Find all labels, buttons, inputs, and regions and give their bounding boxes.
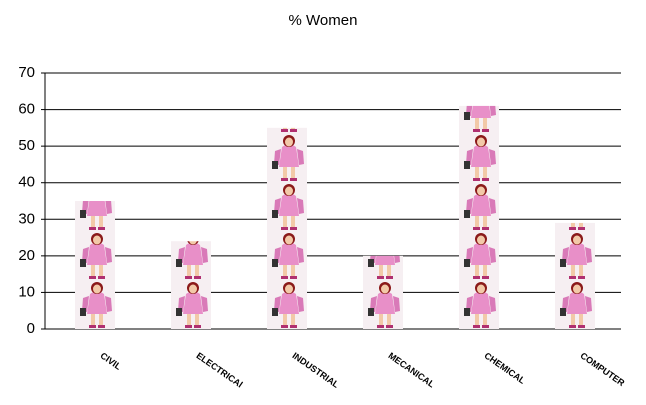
bar: [71, 201, 115, 329]
y-tick-label: 60: [18, 101, 35, 118]
y-tick-label: 0: [27, 320, 35, 337]
bar: [551, 222, 595, 329]
bar: [263, 127, 307, 329]
x-tick-label: INDUSTRIAL: [290, 350, 341, 390]
y-tick-label: 70: [18, 64, 35, 81]
x-tick-label: MECANICAL: [386, 350, 436, 389]
chart-title: % Women: [289, 12, 358, 29]
bar: [359, 255, 403, 329]
x-tick-label: CIVIL: [98, 350, 123, 372]
bar: [167, 241, 211, 329]
y-tick-label: 30: [18, 210, 35, 227]
x-tick-label: COMPUTER: [578, 350, 626, 388]
y-tick-label: 20: [18, 247, 35, 264]
x-tick-label: CHEMICAL: [482, 350, 527, 386]
y-tick-label: 50: [18, 137, 35, 154]
bar: [455, 105, 499, 330]
x-tick-label: ELECTRICAl: [194, 350, 244, 389]
y-tick-label: 40: [18, 174, 35, 191]
y-tick-label: 10: [18, 283, 35, 300]
